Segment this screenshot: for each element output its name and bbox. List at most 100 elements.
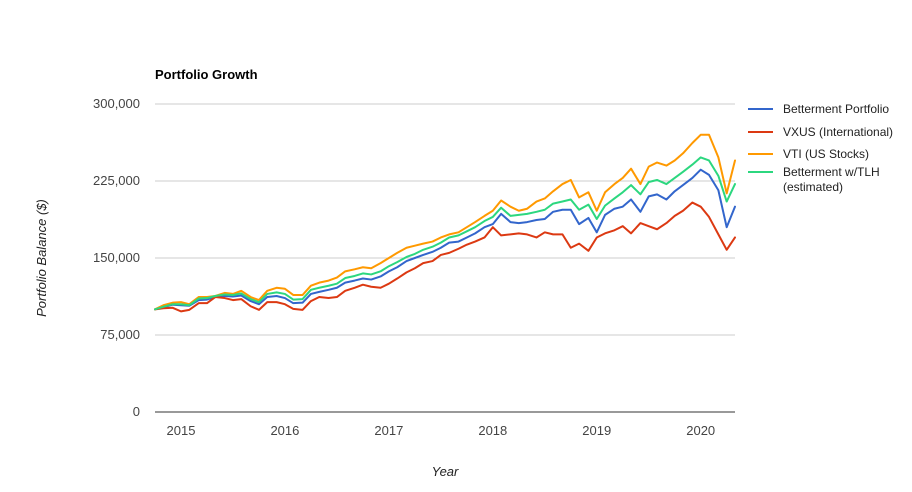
legend-label-line: (estimated) xyxy=(783,180,843,194)
data-point xyxy=(691,202,693,204)
data-point xyxy=(258,309,260,311)
data-point xyxy=(665,222,667,224)
data-point xyxy=(535,201,537,203)
data-point xyxy=(362,284,364,286)
data-point xyxy=(328,280,330,282)
data-point xyxy=(682,152,684,154)
data-point xyxy=(700,169,702,171)
data-point xyxy=(448,236,450,238)
data-point xyxy=(734,236,736,238)
data-point xyxy=(448,242,450,244)
data-point xyxy=(388,283,390,285)
data-point xyxy=(726,192,728,194)
data-point xyxy=(380,262,382,264)
series-line xyxy=(154,201,736,313)
data-point xyxy=(717,175,719,177)
data-point xyxy=(708,174,710,176)
data-point xyxy=(500,213,502,215)
data-point xyxy=(310,285,312,287)
data-point xyxy=(648,166,650,168)
data-point xyxy=(474,226,476,228)
y-tick-label: 225,000 xyxy=(93,173,140,188)
data-point xyxy=(674,159,676,161)
data-point xyxy=(648,225,650,227)
data-point xyxy=(544,209,546,211)
data-point xyxy=(526,221,528,223)
data-point xyxy=(214,295,216,297)
data-point xyxy=(500,234,502,236)
data-point xyxy=(266,301,268,303)
data-point xyxy=(414,257,416,259)
data-point xyxy=(432,251,434,253)
data-point xyxy=(474,221,476,223)
data-point xyxy=(700,206,702,208)
data-point xyxy=(198,302,200,304)
data-point xyxy=(240,298,242,300)
data-point xyxy=(284,303,286,305)
data-point xyxy=(518,232,520,234)
chart-title: Portfolio Growth xyxy=(155,67,258,82)
legend-label: Betterment w/TLH (estimated) xyxy=(783,165,880,194)
data-point xyxy=(492,226,494,228)
data-point xyxy=(302,302,304,304)
data-point xyxy=(250,300,252,302)
data-point xyxy=(630,168,632,170)
data-point xyxy=(500,207,502,209)
data-point xyxy=(561,183,563,185)
data-point xyxy=(466,226,468,228)
data-point xyxy=(622,177,624,179)
data-point xyxy=(318,287,320,289)
data-point xyxy=(396,278,398,280)
data-point xyxy=(380,287,382,289)
y-tick-label: 0 xyxy=(133,404,140,419)
data-point xyxy=(380,275,382,277)
data-point xyxy=(526,233,528,235)
data-point xyxy=(552,233,554,235)
data-point xyxy=(406,271,408,273)
data-point xyxy=(276,291,278,293)
legend-label-line: Betterment Portfolio xyxy=(783,102,889,116)
data-point xyxy=(561,201,563,203)
data-point xyxy=(484,236,486,238)
data-point xyxy=(466,230,468,232)
data-point xyxy=(552,203,554,205)
data-point xyxy=(630,198,632,200)
legend-item: VXUS (International) xyxy=(748,125,893,139)
data-point xyxy=(422,249,424,251)
x-tick-label: 2015 xyxy=(167,423,196,438)
y-axis-label: Portfolio Balance ($) xyxy=(34,199,49,317)
data-point xyxy=(258,303,260,305)
data-point xyxy=(474,241,476,243)
data-point xyxy=(474,232,476,234)
data-point xyxy=(665,165,667,167)
data-point xyxy=(639,183,641,185)
data-point xyxy=(587,204,589,206)
x-tick-label: 2019 xyxy=(582,423,611,438)
data-point xyxy=(276,287,278,289)
data-point xyxy=(440,242,442,244)
data-point xyxy=(284,297,286,299)
data-point xyxy=(344,290,346,292)
data-point xyxy=(535,211,537,213)
x-tick-label: 2018 xyxy=(478,423,507,438)
data-point xyxy=(310,293,312,295)
data-point xyxy=(682,210,684,212)
data-point xyxy=(665,198,667,200)
data-point xyxy=(492,210,494,212)
series-line xyxy=(154,168,736,311)
data-point xyxy=(432,246,434,248)
data-point xyxy=(292,294,294,296)
data-point xyxy=(708,216,710,218)
data-point xyxy=(276,295,278,297)
data-point xyxy=(310,300,312,302)
data-point xyxy=(354,268,356,270)
data-point xyxy=(708,159,710,161)
data-point xyxy=(370,286,372,288)
data-point xyxy=(440,236,442,238)
data-point xyxy=(232,299,234,301)
data-point xyxy=(396,266,398,268)
data-point xyxy=(318,282,320,284)
data-point xyxy=(630,232,632,234)
data-point xyxy=(682,171,684,173)
